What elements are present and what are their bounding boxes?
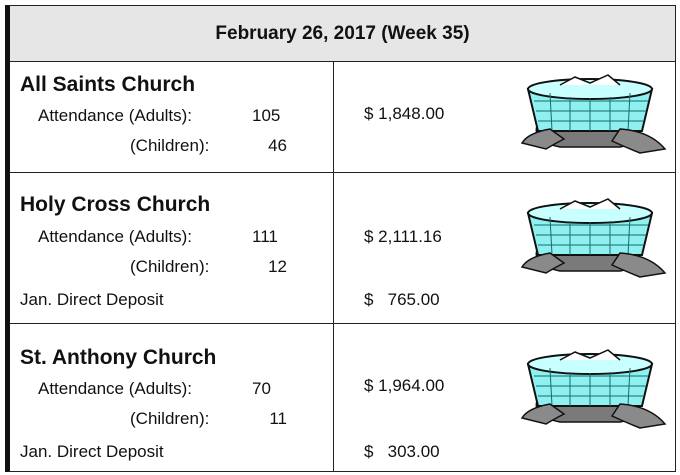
deposit-amount: $ 765.00	[364, 290, 440, 310]
offering-basket-icon	[520, 346, 668, 432]
deposit-amount: $ 303.00	[364, 442, 440, 462]
attendance-adults-label: Attendance (Adults):	[38, 227, 192, 247]
attendance-adults: 111	[252, 227, 278, 247]
church-name: All Saints Church	[20, 73, 195, 97]
attendance-children: 12	[240, 257, 287, 277]
header-title: February 26, 2017 (Week 35)	[215, 23, 469, 45]
offering-basket-icon	[520, 195, 668, 281]
deposit-label: Jan. Direct Deposit	[20, 442, 164, 462]
attendance-children: 11	[240, 409, 287, 429]
church-row: Holy Cross Church Attendance (Adults): 111…	[10, 173, 675, 324]
column-divider	[333, 173, 334, 323]
column-divider	[333, 61, 334, 172]
church-row: All Saints Church Attendance (Adults): 105…	[10, 61, 675, 173]
church-row: St. Anthony Church Attendance (Adults): 70…	[10, 324, 675, 471]
offering-amount: $ 1,848.00	[364, 104, 444, 124]
offering-amount: $ 1,964.00	[364, 376, 444, 396]
attendance-children: 46	[240, 136, 287, 156]
offering-basket-icon	[520, 71, 668, 157]
attendance-children-label: (Children):	[130, 136, 209, 156]
church-name: St. Anthony Church	[20, 346, 216, 370]
attendance-adults-label: Attendance (Adults):	[38, 379, 192, 399]
attendance-adults-label: Attendance (Adults):	[38, 106, 192, 126]
column-divider	[333, 324, 334, 471]
deposit-label: Jan. Direct Deposit	[20, 290, 164, 310]
offering-amount: $ 2,111.16	[364, 227, 442, 247]
table: February 26, 2017 (Week 35) All Saints C…	[5, 5, 676, 472]
attendance-adults: 105	[252, 106, 280, 126]
attendance-children-label: (Children):	[130, 257, 209, 277]
church-name: Holy Cross Church	[20, 193, 210, 217]
page: February 26, 2017 (Week 35) All Saints C…	[0, 0, 680, 475]
table-header: February 26, 2017 (Week 35)	[10, 6, 675, 62]
attendance-children-label: (Children):	[130, 409, 209, 429]
attendance-adults: 70	[252, 379, 271, 399]
